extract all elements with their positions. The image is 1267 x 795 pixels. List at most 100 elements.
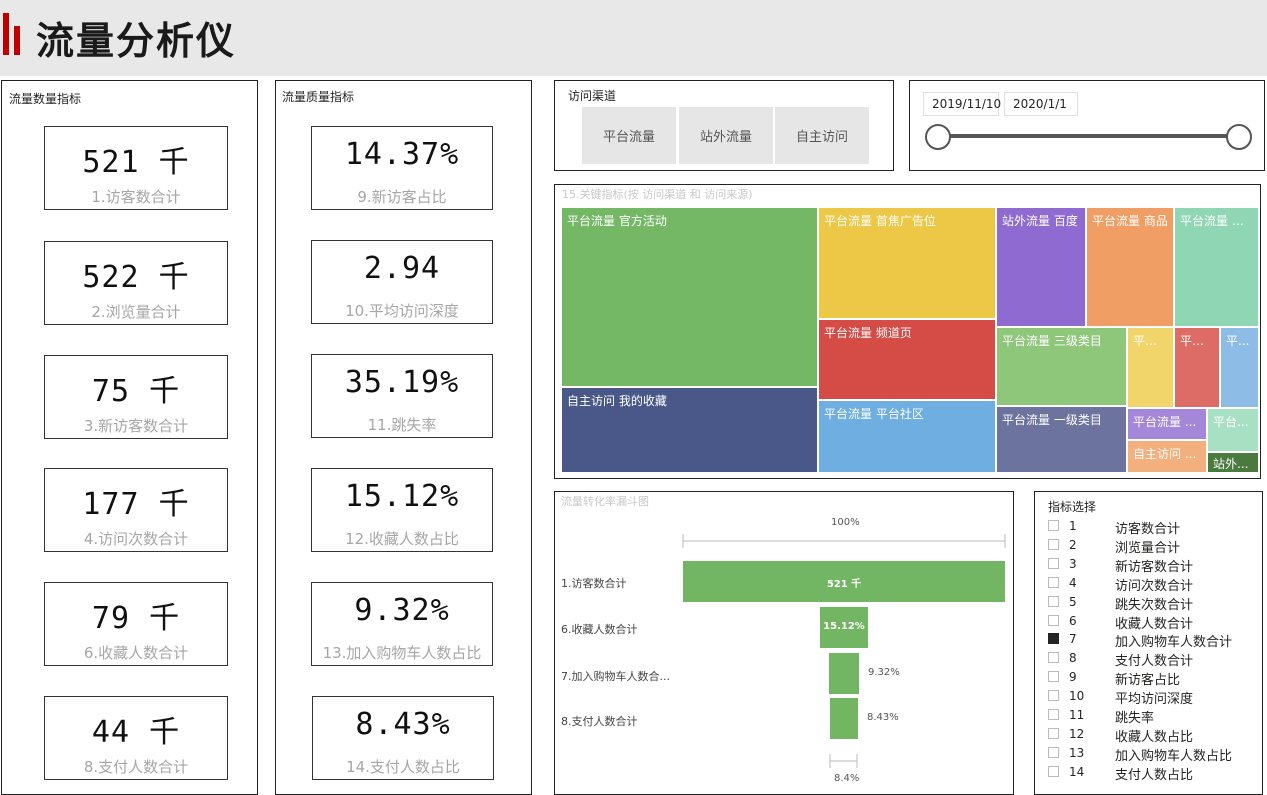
kpi-value: 15.12% (344, 479, 460, 514)
kpi-label: 11.跳失率 (367, 416, 437, 434)
kpi-card-new-visitors[interactable]: 75 千 3.新访客数合计 (44, 355, 228, 439)
kpi-card-payers[interactable]: 44 千 8.支付人数合计 (44, 696, 228, 780)
kpi-card-avg-depth[interactable]: 2.94 10.平均访问深度 (311, 240, 493, 324)
indicator-option[interactable]: 3 新访客数合计 (1048, 557, 1258, 575)
funnel-bar[interactable]: 15.12% (820, 607, 868, 648)
indicator-option[interactable]: 14 支付人数占比 (1048, 765, 1258, 783)
funnel-bar-value: 9.32% (868, 666, 900, 678)
treemap-tile[interactable]: 平台流量 ... (1127, 408, 1207, 440)
kpi-card-favorites[interactable]: 79 千 6.收藏人数合计 (44, 582, 228, 666)
indicator-option[interactable]: 7 加入购物车人数合计 (1048, 632, 1258, 650)
indicator-option[interactable]: 13 加入购物车人数占比 (1048, 746, 1258, 764)
checkbox[interactable] (1048, 746, 1059, 758)
funnel-stage-label: 6.收藏人数合计 (561, 623, 638, 636)
checkbox[interactable] (1048, 557, 1059, 569)
checkbox[interactable] (1048, 709, 1059, 720)
start-date-input[interactable]: 2019/11/10 (923, 92, 1001, 116)
kpi-value: 522 千 (82, 260, 190, 295)
checkbox[interactable] (1048, 595, 1059, 607)
treemap-title: 15.关键指标(按 访问渠道 和 访问来源) (562, 188, 753, 201)
kpi-card-bounce-rate[interactable]: 35.19% 11.跳失率 (311, 354, 493, 438)
quantity-panel-title: 流量数量指标 (9, 92, 82, 106)
treemap-tile[interactable]: 平台流量 一级类目 (996, 406, 1127, 473)
checkbox[interactable] (1048, 614, 1059, 626)
treemap-tile[interactable]: 平台流量 三级类目 (996, 327, 1127, 406)
indicator-name: 收藏人数占比 (1115, 729, 1194, 745)
indicator-option[interactable]: 2 浏览量合计 (1048, 538, 1258, 556)
indicator-option[interactable]: 8 支付人数合计 (1048, 651, 1258, 669)
kpi-card-payment-rate[interactable]: 8.43% 14.支付人数占比 (312, 696, 494, 780)
kpi-value: 35.19% (344, 365, 460, 400)
treemap-tile[interactable]: 平台流量 平台社区 (818, 400, 996, 473)
checkbox[interactable] (1048, 690, 1059, 702)
indicator-number: 11 (1069, 708, 1085, 722)
channel-option-direct[interactable]: 自主访问 (775, 107, 869, 164)
checkbox[interactable] (1048, 727, 1059, 739)
kpi-value: 14.37% (344, 137, 460, 172)
treemap-tile[interactable]: 站外流量 百度 (996, 207, 1086, 327)
treemap-tile[interactable]: 平台... (1127, 327, 1174, 408)
treemap-tile[interactable]: 站外... (1207, 452, 1259, 473)
kpi-label: 2.浏览量合计 (91, 303, 181, 321)
indicator-option[interactable]: 9 新访客占比 (1048, 670, 1258, 689)
channel-option-external[interactable]: 站外流量 (679, 107, 773, 164)
treemap-tile[interactable]: 平台... (1174, 327, 1220, 408)
kpi-card-pageviews[interactable]: 522 千 2.浏览量合计 (44, 241, 228, 325)
treemap-tile[interactable]: 平台... (1207, 408, 1259, 452)
checkbox[interactable] (1048, 765, 1059, 777)
date-slider-end-handle[interactable] (1226, 124, 1252, 150)
checkbox[interactable] (1048, 576, 1059, 588)
checkbox[interactable] (1048, 633, 1059, 645)
funnel-top-label: 100% (831, 517, 860, 528)
checkbox[interactable] (1048, 538, 1059, 550)
funnel-stage-label: 7.加入购物车人数合... (561, 670, 670, 683)
indicator-number: 12 (1069, 726, 1085, 741)
checkbox[interactable] (1048, 520, 1059, 531)
quality-panel-title: 流量质量指标 (282, 90, 355, 104)
checkbox[interactable] (1048, 671, 1059, 683)
indicator-name: 新访客数合计 (1115, 559, 1194, 575)
treemap-tile[interactable]: 自主访问 我的收藏 (561, 387, 818, 473)
kpi-label: 9.新访客占比 (357, 188, 447, 206)
funnel-panel: 流量转化率漏斗图 (554, 491, 1014, 795)
treemap-tile[interactable]: 平... (1220, 327, 1259, 408)
kpi-card-favorite-rate[interactable]: 15.12% 12.收藏人数占比 (311, 468, 493, 552)
kpi-label: 13.加入购物车人数占比 (322, 644, 482, 662)
treemap-tile[interactable]: 平台流量 站内 (1174, 207, 1259, 327)
title-accent-bar-small (14, 26, 20, 55)
indicator-option[interactable]: 1 访客数合计 (1048, 519, 1258, 537)
kpi-card-new-visitor-rate[interactable]: 14.37% 9.新访客占比 (311, 126, 493, 210)
funnel-bar[interactable] (830, 698, 858, 739)
kpi-label: 3.新访客数合计 (83, 417, 189, 435)
treemap-tile[interactable]: 自主访问 ... (1127, 440, 1207, 473)
date-slider-track[interactable] (937, 134, 1239, 138)
date-slider-start-handle[interactable] (925, 124, 951, 150)
indicator-option[interactable]: 5 跳失次数合计 (1048, 595, 1258, 613)
kpi-label: 10.平均访问深度 (345, 302, 459, 320)
treemap-tile[interactable]: 平台流量 频道页 (818, 319, 996, 400)
kpi-card-visitors[interactable]: 521 千 1.访客数合计 (44, 126, 228, 210)
indicator-option[interactable]: 6 收藏人数合计 (1048, 614, 1258, 632)
indicator-number: 8 (1069, 651, 1077, 666)
checkbox[interactable] (1048, 652, 1059, 664)
funnel-bar[interactable]: 521 千 (683, 561, 1005, 602)
funnel-bar[interactable] (829, 653, 859, 694)
indicator-option[interactable]: 4 访问次数合计 (1048, 576, 1258, 594)
treemap-tile[interactable]: 平台流量 首焦广告位 (818, 207, 996, 319)
indicator-option[interactable]: 12 收藏人数占比 (1048, 726, 1258, 745)
treemap-tile[interactable]: 平台流量 官方活动 (561, 207, 818, 387)
funnel-title: 流量转化率漏斗图 (561, 495, 649, 508)
kpi-label: 1.访客数合计 (91, 188, 181, 206)
indicator-option[interactable]: 11 跳失率 (1048, 708, 1258, 726)
indicator-name: 收藏人数合计 (1115, 616, 1194, 632)
indicator-name: 平均访问深度 (1115, 692, 1194, 708)
kpi-card-visits[interactable]: 177 千 4.访问次数合计 (44, 468, 228, 552)
indicator-option[interactable]: 10 平均访问深度 (1048, 689, 1258, 708)
kpi-card-cart-rate[interactable]: 9.32% 13.加入购物车人数占比 (311, 582, 493, 666)
indicator-name: 新访客占比 (1115, 673, 1181, 689)
treemap-tile[interactable]: 平台流量 商品 (1086, 207, 1174, 327)
channel-option-platform[interactable]: 平台流量 (582, 107, 676, 164)
kpi-label: 4.访问次数合计 (83, 530, 189, 548)
end-date-input[interactable]: 2020/1/1 (1004, 92, 1078, 116)
header-bar: 流量分析仪 (0, 0, 1267, 76)
